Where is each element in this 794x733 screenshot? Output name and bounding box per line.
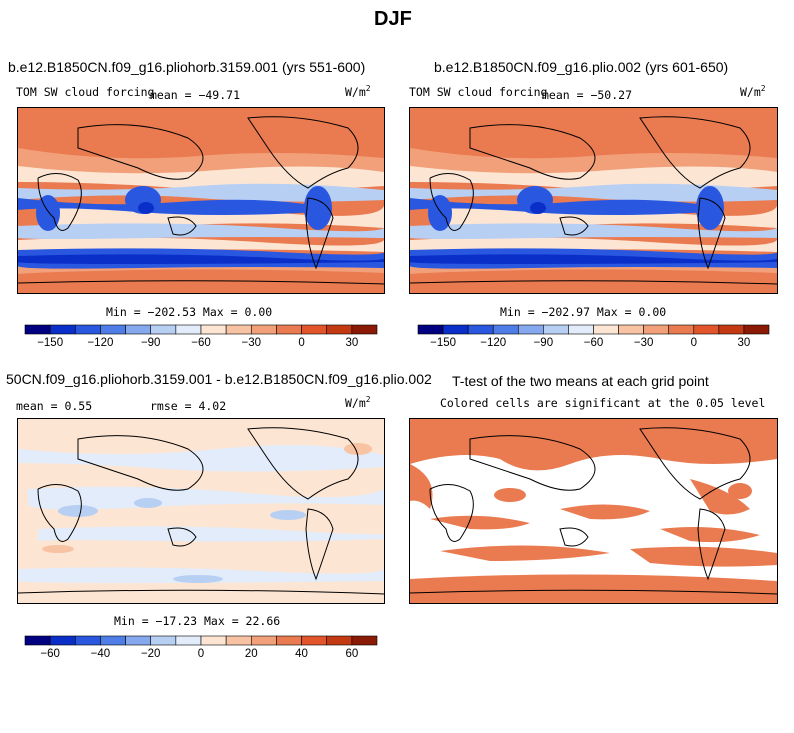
colorbar-swatch	[326, 635, 353, 646]
colorbar-swatch	[74, 635, 101, 646]
colorbar-swatch	[250, 635, 277, 646]
panel-2-mean-label: mean = −50.27	[542, 88, 633, 102]
colorbar-swatch	[643, 324, 670, 335]
panel-3-rmse-label: rmse = 4.02	[150, 399, 227, 413]
colorbar-swatch	[442, 324, 469, 335]
panel-1-variable-label: TOM SW cloud forcing	[16, 85, 155, 99]
colorbar-swatch	[351, 324, 378, 335]
colorbar-tick-label: 30	[345, 337, 359, 349]
colorbar-1: −150 −120 −90 −60 −30 0 30	[24, 324, 378, 349]
colorbar-tick-label: 0	[197, 648, 205, 660]
colorbar-swatch	[351, 635, 378, 646]
panel-2-map	[409, 107, 778, 294]
colorbar-tick-label: −60	[40, 648, 60, 660]
panel-3-map	[17, 418, 385, 604]
colorbar-tick-label: −120	[480, 337, 507, 349]
colorbar-swatch	[517, 324, 544, 335]
panel-4-note: Colored cells are significant at the 0.0…	[440, 396, 766, 410]
colorbar-swatch	[100, 635, 126, 646]
colorbar-swatch	[467, 324, 494, 335]
colorbar-swatch	[74, 324, 101, 335]
colorbar-tick-label: −120	[87, 337, 114, 349]
colorbar-tick-label: −60	[191, 337, 211, 349]
colorbar-swatch	[225, 324, 252, 335]
panel-1-map	[17, 107, 385, 294]
colorbar-tick-label: −30	[633, 337, 654, 349]
colorbar-tick-label: 40	[295, 648, 308, 660]
colorbar-swatch	[417, 324, 444, 335]
panel-1-mean-label: mean = −49.71	[150, 88, 241, 102]
colorbar-swatch	[150, 635, 177, 646]
colorbar-swatch	[743, 324, 770, 335]
colorbar-swatch	[276, 324, 302, 335]
colorbar-swatch	[225, 635, 252, 646]
colorbar-swatch	[492, 324, 519, 335]
colorbar-swatch	[718, 324, 745, 335]
colorbar-swatch	[668, 324, 695, 335]
colorbar-swatch	[200, 324, 227, 335]
panel-4-map	[409, 418, 778, 604]
colorbar-swatch	[125, 324, 152, 335]
panel-4-map-svg	[410, 419, 777, 603]
colorbar-swatch	[49, 635, 76, 646]
panel-2-map-svg	[410, 108, 777, 293]
colorbar-tick-label: 60	[345, 648, 359, 660]
colorbar-swatch	[301, 324, 328, 335]
colorbar-tick-label: −150	[430, 337, 457, 349]
colorbar-swatch	[125, 635, 152, 646]
colorbar-tick-label: −90	[140, 337, 161, 349]
colorbar-swatch	[100, 324, 126, 335]
panel-3-title: 50CN.f09_g16.pliohorb.3159.001 - b.e12.B…	[6, 371, 432, 387]
colorbar-swatch	[276, 635, 302, 646]
figure-title: DJF	[374, 8, 412, 30]
colorbar-tick-label: 30	[737, 337, 751, 349]
colorbar-swatch	[175, 324, 202, 335]
colorbar-swatch	[568, 324, 594, 335]
colorbar-swatch	[618, 324, 644, 335]
panel-3-units: W/m2	[345, 395, 371, 410]
panel-2-units: W/m2	[740, 84, 766, 99]
colorbar-swatch	[150, 324, 177, 335]
colorbar-tick-label: −30	[241, 337, 262, 349]
colorbar-swatch	[593, 324, 619, 335]
colorbar-tick-label: −60	[583, 337, 604, 349]
panel-2-title: b.e12.B1850CN.f09_g16.plio.002 (yrs 601-…	[434, 59, 729, 75]
colorbar-swatch	[693, 324, 720, 335]
colorbar-tick-label: −150	[37, 337, 64, 349]
colorbar-tick-label: −20	[140, 648, 161, 660]
panel-1-units: W/m2	[345, 84, 371, 99]
panel-2-stats: Min = −202.97 Max = 0.00	[500, 305, 667, 319]
colorbar-2: −150 −120 −90 −60 −30 0 30	[417, 324, 770, 349]
colorbar-3: −60 −40 −20 0 20 40 60	[24, 635, 378, 660]
colorbar-tick-label: 0	[690, 337, 697, 349]
panel-1-stats: Min = −202.53 Max = 0.00	[106, 305, 273, 319]
panel-1-title: b.e12.B1850CN.f09_g16.pliohorb.3159.001 …	[8, 59, 366, 75]
colorbar-swatch	[250, 324, 277, 335]
panel-1-map-svg	[18, 108, 384, 293]
panel-3-map-svg	[18, 419, 384, 603]
panel-3-mean-label: mean = 0.55	[16, 399, 93, 413]
colorbar-swatch	[24, 635, 51, 646]
colorbar-swatch	[175, 635, 202, 646]
colorbar-tick-label: 0	[298, 337, 305, 349]
colorbar-tick-label: −90	[533, 337, 554, 349]
panel-2-variable-label: TOM SW cloud forcing	[409, 85, 548, 99]
colorbar-swatch	[49, 324, 76, 335]
colorbar-swatch	[200, 635, 227, 646]
colorbar-swatch	[543, 324, 569, 335]
colorbar-swatch	[326, 324, 353, 335]
colorbar-tick-label: −40	[90, 648, 111, 660]
colorbar-tick-label: 20	[244, 648, 258, 660]
panel-4-title: T-test of the two means at each grid poi…	[452, 373, 709, 389]
panel-3-stats: Min = −17.23 Max = 22.66	[114, 614, 281, 628]
colorbar-swatch	[301, 635, 328, 646]
colorbar-swatch	[24, 324, 51, 335]
